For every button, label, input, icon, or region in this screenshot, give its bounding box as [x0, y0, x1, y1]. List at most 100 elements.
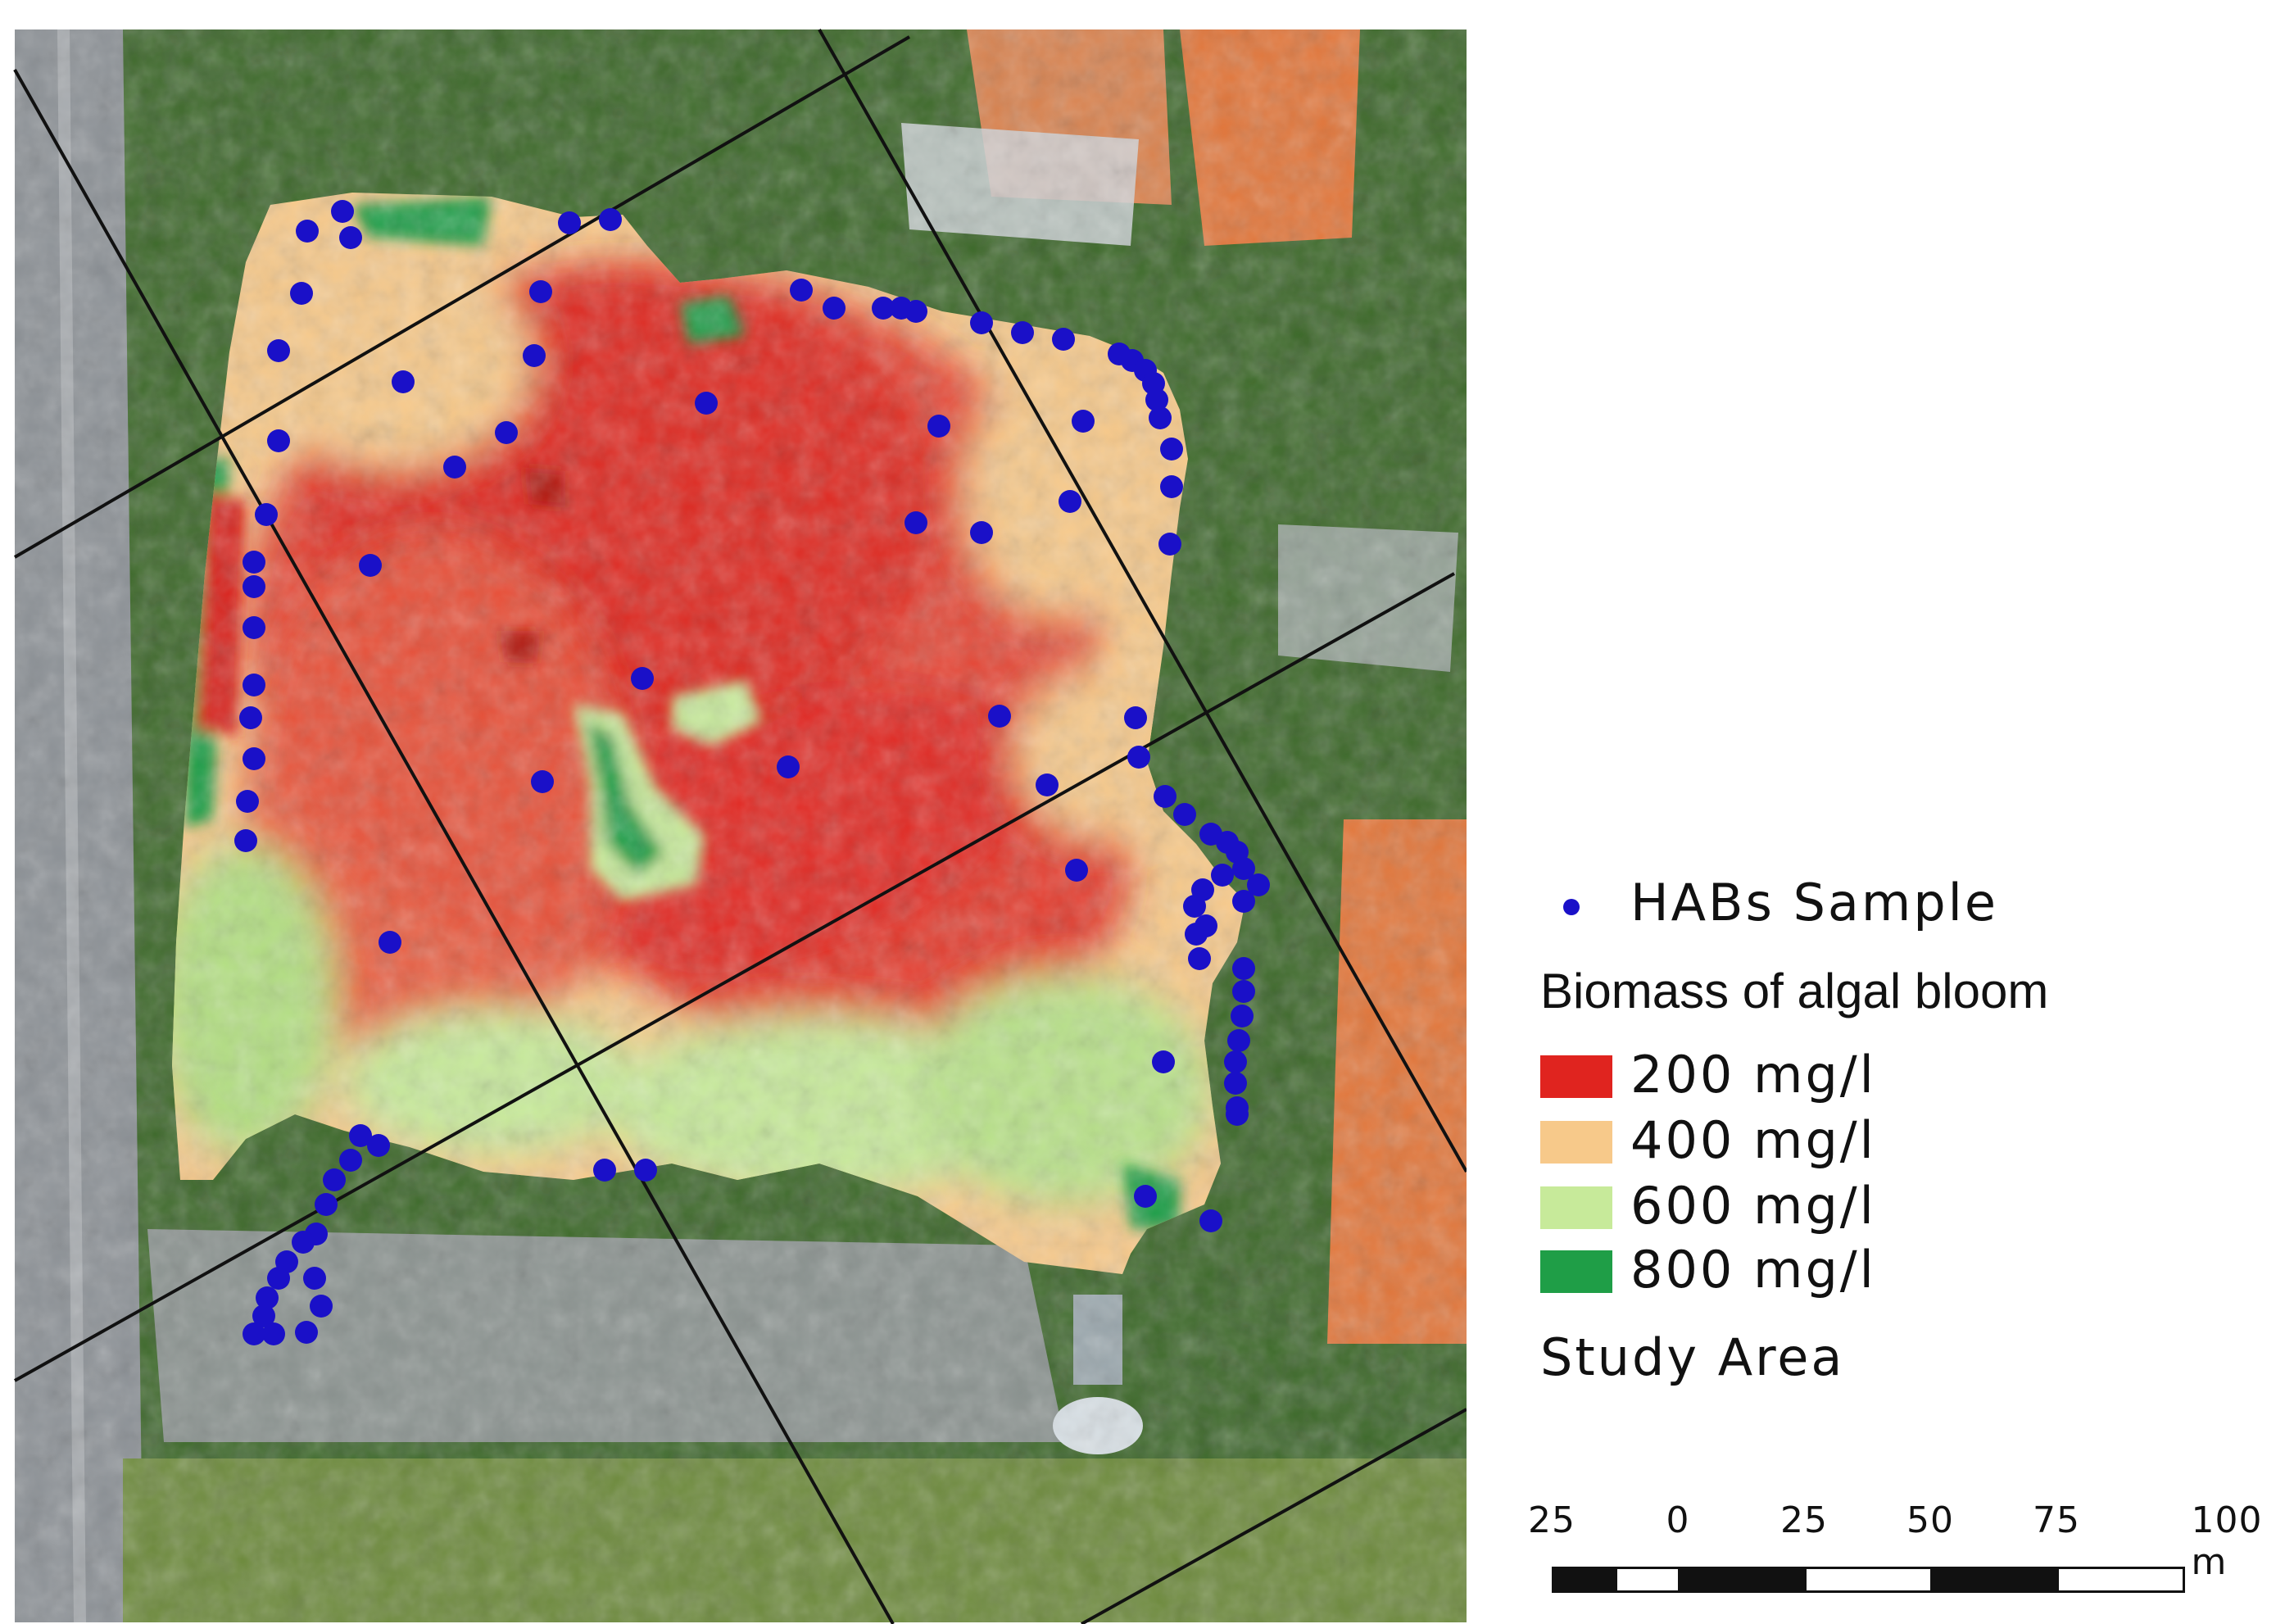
- habs-sample-point: [1072, 410, 1095, 433]
- habs-sample-point: [529, 280, 552, 303]
- habs-sample-point: [823, 297, 846, 320]
- scale-label: 50: [1906, 1499, 1954, 1541]
- habs-sample-point: [290, 282, 313, 305]
- habs-sample-point: [296, 220, 319, 243]
- habs-sample-point: [1011, 321, 1034, 344]
- scale-segment: [1552, 1567, 1617, 1593]
- habs-sample-point: [1232, 890, 1255, 913]
- habs-sample-point: [1224, 1072, 1247, 1095]
- scale-label: 100 m: [2191, 1499, 2263, 1583]
- habs-sample-point: [379, 931, 401, 954]
- habs-sample-point: [267, 339, 290, 362]
- scale-label: 75: [2033, 1499, 2080, 1541]
- habs-sample-point: [1247, 873, 1270, 896]
- habs-sample-point: [243, 1322, 265, 1345]
- habs-sample-point: [1127, 746, 1150, 769]
- scale-segment: [1615, 1567, 1680, 1593]
- scale-label: 0: [1666, 1499, 1690, 1541]
- habs-sample-point: [349, 1124, 372, 1147]
- grid-line: [13, 69, 895, 1624]
- habs-sample-point: [927, 415, 950, 438]
- habs-sample-point: [236, 790, 259, 813]
- habs-sample-point: [695, 392, 718, 415]
- habs-sample-point: [1152, 1050, 1175, 1073]
- habs-sample-point: [531, 770, 554, 793]
- habs-sample-point: [1183, 895, 1206, 918]
- habs-sample-point: [1232, 957, 1255, 980]
- habs-sample-point: [523, 344, 546, 367]
- scale-segment: [1804, 1567, 1933, 1593]
- scale-label: 25: [1780, 1499, 1828, 1541]
- habs-sample-point: [1158, 533, 1181, 556]
- habs-sample-point: [392, 370, 415, 393]
- habs-sample-points: [234, 200, 1270, 1345]
- habs-sample-point: [1232, 857, 1255, 880]
- grid-line: [14, 572, 1455, 1382]
- habs-sample-point: [970, 311, 993, 334]
- habs-sample-point: [255, 503, 278, 526]
- habs-sample-point: [1145, 388, 1168, 411]
- habs-sample-point: [558, 211, 581, 234]
- habs-sample-point: [1232, 980, 1255, 1003]
- habs-sample-point: [1036, 773, 1059, 796]
- habs-sample-point: [243, 575, 265, 598]
- habs-sample-point: [1185, 923, 1208, 946]
- habs-sample-point: [339, 226, 362, 249]
- scale-label: 25: [1528, 1499, 1575, 1541]
- habs-sample-point: [243, 551, 265, 574]
- habs-sample-point: [303, 1267, 326, 1290]
- habs-sample-point: [1188, 947, 1211, 970]
- habs-sample-point: [593, 1159, 616, 1182]
- habs-sample-point: [315, 1193, 338, 1216]
- habs-sample-point: [631, 667, 654, 690]
- scale-segment: [1678, 1567, 1807, 1593]
- habs-sample-point: [1160, 475, 1183, 498]
- legend-title: Biomass of algal bloom: [1540, 964, 2049, 1018]
- habs-sample-point: [777, 755, 800, 778]
- habs-sample-point: [267, 429, 290, 452]
- habs-sample-point: [443, 456, 466, 479]
- legend-swatch-400: [1540, 1121, 1612, 1164]
- habs-sample-point: [359, 554, 382, 577]
- habs-sample-point: [331, 200, 354, 223]
- habs-sample-point: [339, 1149, 362, 1172]
- habs-sample-point: [234, 829, 257, 852]
- habs-sample-point: [988, 705, 1011, 728]
- habs-sample-point: [1149, 406, 1172, 429]
- habs-sample-point: [1154, 785, 1177, 808]
- habs-sample-point: [310, 1295, 333, 1318]
- habs-sample-point: [267, 1267, 290, 1290]
- habs-sample-point: [292, 1231, 315, 1254]
- habs-sample-point: [790, 279, 813, 302]
- habs-sample-point: [634, 1159, 657, 1182]
- habs-sample-point: [1226, 1103, 1249, 1126]
- grid-line: [818, 29, 1467, 1173]
- habs-sample-point: [904, 300, 927, 323]
- habs-sample-icon: [1563, 899, 1580, 915]
- biomass-raster: [172, 193, 1245, 1274]
- habs-sample-point: [1231, 1005, 1254, 1027]
- habs-sample-point: [243, 674, 265, 696]
- legend-study-area-label: Study Area: [1540, 1327, 1845, 1387]
- habs-sample-point: [295, 1321, 318, 1344]
- aerial-map[interactable]: [0, 0, 1467, 1624]
- grid-line: [13, 35, 911, 559]
- legend-class-label: 200 mg/l: [1630, 1045, 1876, 1105]
- habs-sample-point: [239, 706, 262, 729]
- legend-class-label: 800 mg/l: [1630, 1240, 1876, 1300]
- habs-sample-point: [1052, 328, 1075, 351]
- habs-sample-point: [1173, 803, 1196, 826]
- habs-sample-point: [1224, 1050, 1247, 1073]
- legend-swatch-600: [1540, 1186, 1612, 1229]
- legend-class-label: 400 mg/l: [1630, 1110, 1876, 1170]
- habs-sample-point: [323, 1168, 346, 1191]
- habs-sample-point: [262, 1322, 285, 1345]
- habs-sample-point: [1227, 1029, 1250, 1052]
- habs-sample-point: [1124, 706, 1147, 729]
- scale-segment: [2056, 1567, 2185, 1593]
- habs-sample-point: [599, 208, 622, 231]
- habs-sample-point: [904, 511, 927, 534]
- habs-sample-point: [243, 747, 265, 770]
- scale-segment: [1930, 1567, 2059, 1593]
- habs-sample-point: [256, 1286, 279, 1309]
